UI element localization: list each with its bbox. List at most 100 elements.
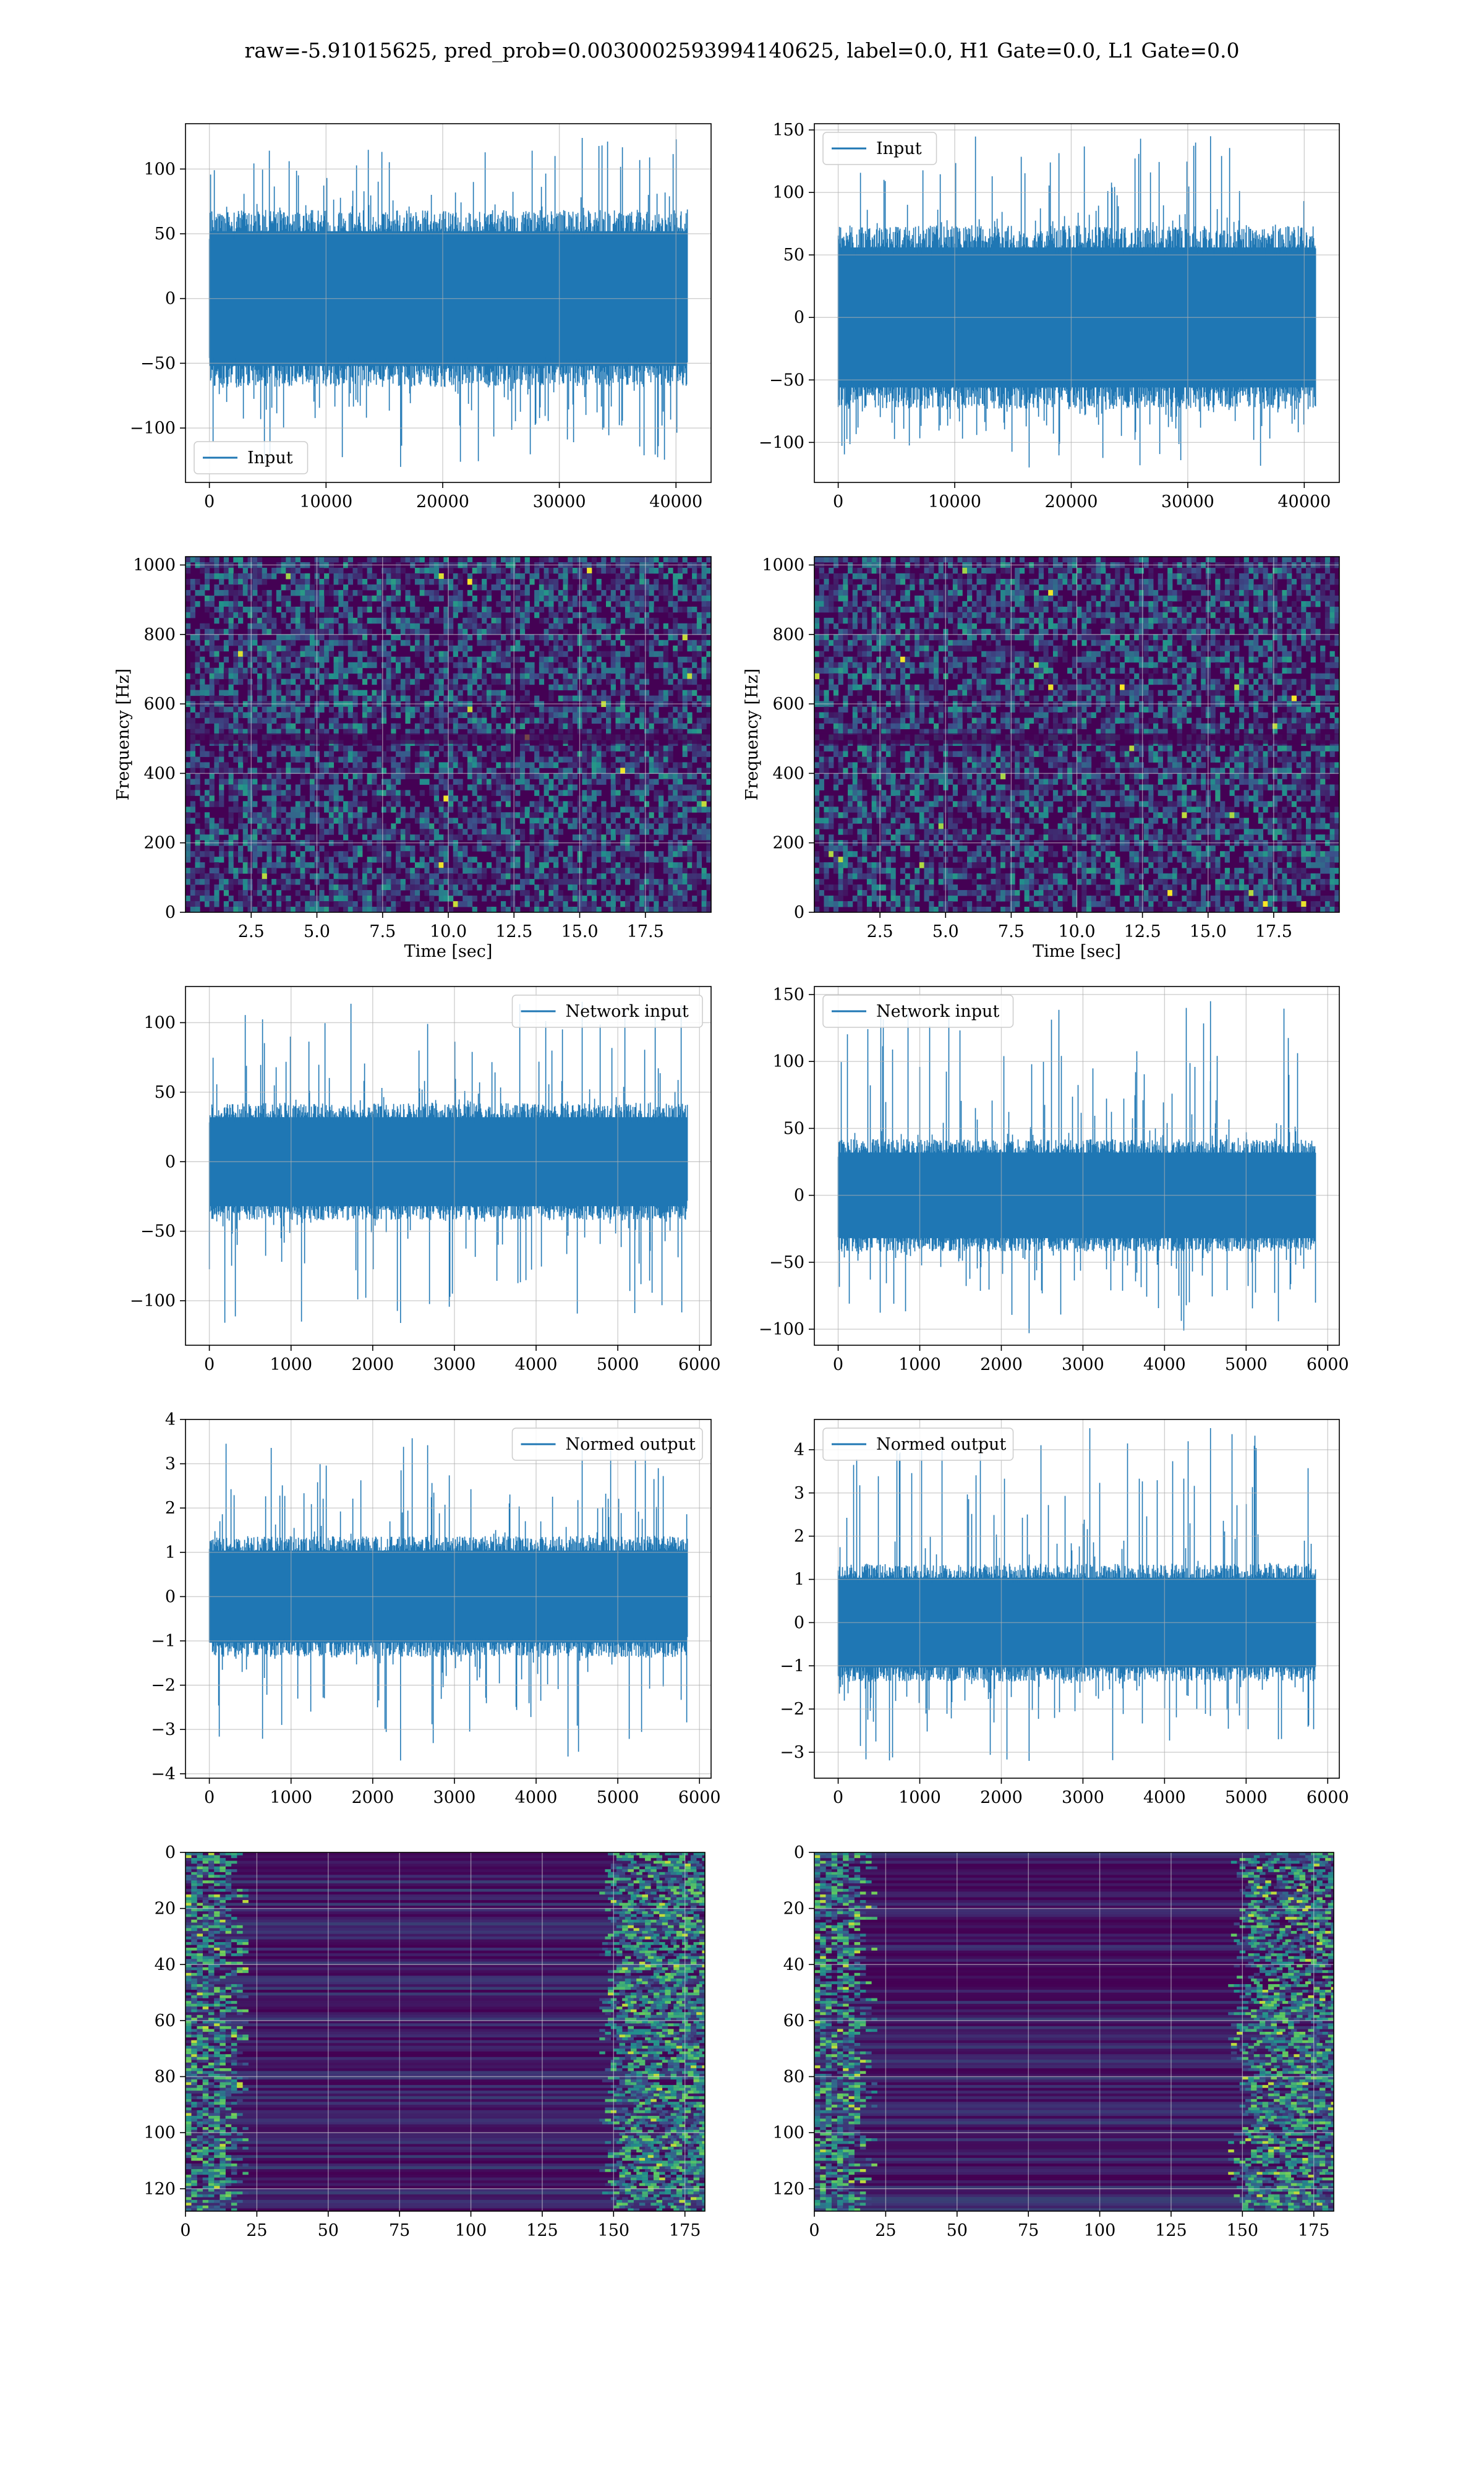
h1-network-input-xtick-label-4: 4000 — [515, 1355, 558, 1374]
l1-network-input-plot-area — [814, 987, 1339, 1345]
l1-network-input-xtick-label-6: 6000 — [1307, 1355, 1349, 1374]
h1-spectrogram-xtick-label-6: 17.5 — [627, 922, 664, 941]
l1-feature-map-xtick-label-6: 150 — [1227, 2221, 1259, 2240]
h1-input-spine — [185, 123, 712, 483]
l1-spectrogram-ylabel: Frequency [Hz] — [743, 669, 762, 800]
h1-normed-output-xtick-label-2: 2000 — [351, 1788, 394, 1807]
h1-normed-output-xtick-label-0: 0 — [204, 1788, 215, 1807]
h1-normed-output-axes: 0 1000 2000 3000 4000 5000 6000 −4 −3 −2 −1 0 1 2 3 4 No… — [151, 1410, 720, 1807]
h1-input-xtick-label-3: 30000 — [533, 492, 586, 511]
h1-feature-map-axes: 0 25 50 75 100 125 150 175 0 20 40 60 80 100 120 — [143, 1843, 706, 2240]
h1-network-input-ytick-label-3: 50 — [155, 1083, 176, 1102]
h1-input-signal-line — [208, 138, 688, 467]
h1-network-input-signal-line — [208, 1001, 688, 1324]
l1-normed-output-xtick-label-5: 5000 — [1225, 1788, 1268, 1807]
l1-normed-output-plot-area — [814, 1419, 1339, 1778]
h1-spectrogram-ytick-label-0: 0 — [165, 903, 176, 922]
l1-input-axes: 0 10000 20000 30000 40000 −100 −50 0 50 100 150 Inp… — [759, 121, 1340, 511]
l1-network-input-ytick-label-3: 50 — [783, 1119, 804, 1138]
h1-network-input-spine — [185, 986, 712, 1346]
h1-input-xtick-label-4: 40000 — [649, 492, 702, 511]
l1-normed-output-xtick-label-0: 0 — [833, 1788, 843, 1807]
l1-network-input-xtick-label-3: 3000 — [1062, 1355, 1104, 1374]
l1-network-input-xtick-label-0: 0 — [833, 1355, 843, 1374]
l1-network-input-xtick-label-4: 4000 — [1143, 1355, 1186, 1374]
l1-feature-map-xtick-label-0: 0 — [809, 2221, 819, 2240]
h1-feature-map-xtick-label-4: 100 — [455, 2221, 487, 2240]
l1-spectrogram-ytick-label-4: 800 — [772, 625, 804, 644]
l1-normed-output-ytick-label-7: 4 — [794, 1440, 804, 1460]
l1-feature-map-xtick-label-1: 25 — [875, 2221, 896, 2240]
l1-input-ytick-label-1: −50 — [769, 370, 804, 390]
l1-spectrogram-xtick-label-1: 5.0 — [932, 922, 959, 941]
l1-spectrogram-xtick-label-6: 17.5 — [1255, 922, 1292, 941]
l1-input-ytick-label-0: −100 — [759, 433, 804, 452]
h1-spectrogram-xtick-label-2: 7.5 — [369, 922, 396, 941]
h1-input-axes: 0 10000 20000 30000 40000 −100 −50 0 50 100 Input — [130, 123, 712, 511]
l1-feature-map-xtick-label-3: 75 — [1018, 2221, 1039, 2240]
l1-normed-output-ytick-label-5: 2 — [794, 1527, 804, 1546]
l1-network-input-xtick-label-5: 5000 — [1225, 1355, 1268, 1374]
h1-input-xtick-label-0: 0 — [204, 492, 215, 511]
l1-spectrogram-ytick-label-2: 400 — [772, 764, 804, 783]
h1-spectrogram-xtick-label-3: 10.0 — [430, 922, 467, 941]
h1-normed-output-ytick-label-4: 0 — [165, 1587, 176, 1606]
h1-feature-map-ytick-label-6: 120 — [143, 2180, 176, 2199]
h1-feature-map-spine — [185, 1852, 706, 2212]
h1-feature-map-ytick-label-4: 80 — [155, 2068, 176, 2087]
l1-network-input-spine — [814, 986, 1340, 1346]
h1-spectrogram-axes: 2.5 5.0 7.5 10.0 12.5 15.0 17.5 0 200 400 600 800 10… — [114, 555, 712, 961]
l1-feature-map-plot-area — [814, 1852, 1334, 2211]
l1-feature-map-xtick-label-4: 100 — [1084, 2221, 1116, 2240]
h1-input-ytick-label-1: −50 — [140, 354, 176, 373]
l1-normed-output-ytick-label-2: −1 — [780, 1656, 804, 1676]
h1-spectrogram-xtick-label-5: 15.0 — [561, 922, 598, 941]
h1-normed-output-xtick-label-6: 6000 — [678, 1788, 721, 1807]
l1-feature-map-ytick-label-0: 0 — [794, 1843, 804, 1862]
h1-network-input-legend-label: Network input — [566, 1002, 689, 1021]
l1-feature-map-ytick-label-2: 40 — [783, 1955, 804, 1974]
l1-normed-output-xtick-label-4: 4000 — [1143, 1788, 1186, 1807]
l1-input-xtick-label-3: 30000 — [1161, 492, 1214, 511]
h1-network-input-axes: 0 1000 2000 3000 4000 5000 6000 −100 −50 0 50 100 Ne… — [130, 986, 721, 1374]
h1-spectrogram-xtick-label-1: 5.0 — [304, 922, 330, 941]
h1-spectrogram-ytick-label-5: 1000 — [133, 555, 176, 575]
l1-normed-output-legend-label: Normed output — [876, 1435, 1006, 1454]
l1-network-input-legend-box — [822, 995, 1014, 1028]
h1-feature-map-ytick-label-3: 60 — [155, 2011, 176, 2031]
l1-network-input-legend: Network input — [822, 995, 1014, 1028]
l1-input-ytick-label-4: 100 — [772, 183, 804, 202]
l1-spectrogram-plot-area — [814, 557, 1339, 912]
h1-spectrogram-ytick-label-3: 600 — [143, 695, 176, 714]
h1-input-legend-label: Input — [247, 448, 293, 468]
h1-normed-output-signal-line — [208, 1437, 688, 1761]
l1-feature-map-ytick-label-1: 20 — [783, 1899, 804, 1919]
l1-spectrogram-xtick-label-5: 15.0 — [1190, 922, 1227, 941]
h1-spectrogram-xlabel: Time [sec] — [404, 942, 493, 961]
l1-spectrogram-ytick-label-0: 0 — [794, 903, 804, 922]
l1-feature-map-ytick-label-4: 80 — [783, 2068, 804, 2087]
h1-normed-output-xtick-label-3: 3000 — [433, 1788, 476, 1807]
l1-input-xtick-label-0: 0 — [833, 492, 843, 511]
l1-normed-output-axes: 0 1000 2000 3000 4000 5000 6000 −3 −2 −1 0 1 2 3 4 Norm… — [780, 1419, 1349, 1807]
l1-feature-map-ytick-label-3: 60 — [783, 2011, 804, 2031]
h1-input-ytick-label-3: 50 — [155, 225, 176, 244]
h1-spectrogram-ytick-label-2: 400 — [143, 764, 176, 783]
h1-input-legend-box — [194, 441, 309, 474]
l1-input-legend-label: Input — [876, 139, 922, 158]
h1-normed-output-legend-label: Normed output — [566, 1435, 696, 1454]
h1-network-input-ytick-label-4: 100 — [143, 1013, 176, 1032]
h1-network-input-xtick-label-3: 3000 — [433, 1355, 476, 1374]
h1-normed-output-legend-box — [511, 1427, 703, 1461]
l1-normed-output-xtick-label-6: 6000 — [1307, 1788, 1349, 1807]
h1-normed-output-xtick-label-4: 4000 — [515, 1788, 558, 1807]
l1-normed-output-legend-box — [822, 1427, 1014, 1461]
h1-normed-output-ytick-label-0: −4 — [151, 1765, 176, 1784]
h1-input-legend: Input — [194, 441, 309, 474]
h1-network-input-plot-area — [186, 987, 711, 1345]
h1-normed-output-ytick-label-8: 4 — [165, 1410, 176, 1429]
h1-input-ytick-label-0: −100 — [130, 419, 176, 438]
h1-feature-map-xtick-label-6: 150 — [598, 2221, 630, 2240]
h1-normed-output-xtick-label-5: 5000 — [597, 1788, 639, 1807]
l1-input-signal-line — [837, 136, 1316, 468]
